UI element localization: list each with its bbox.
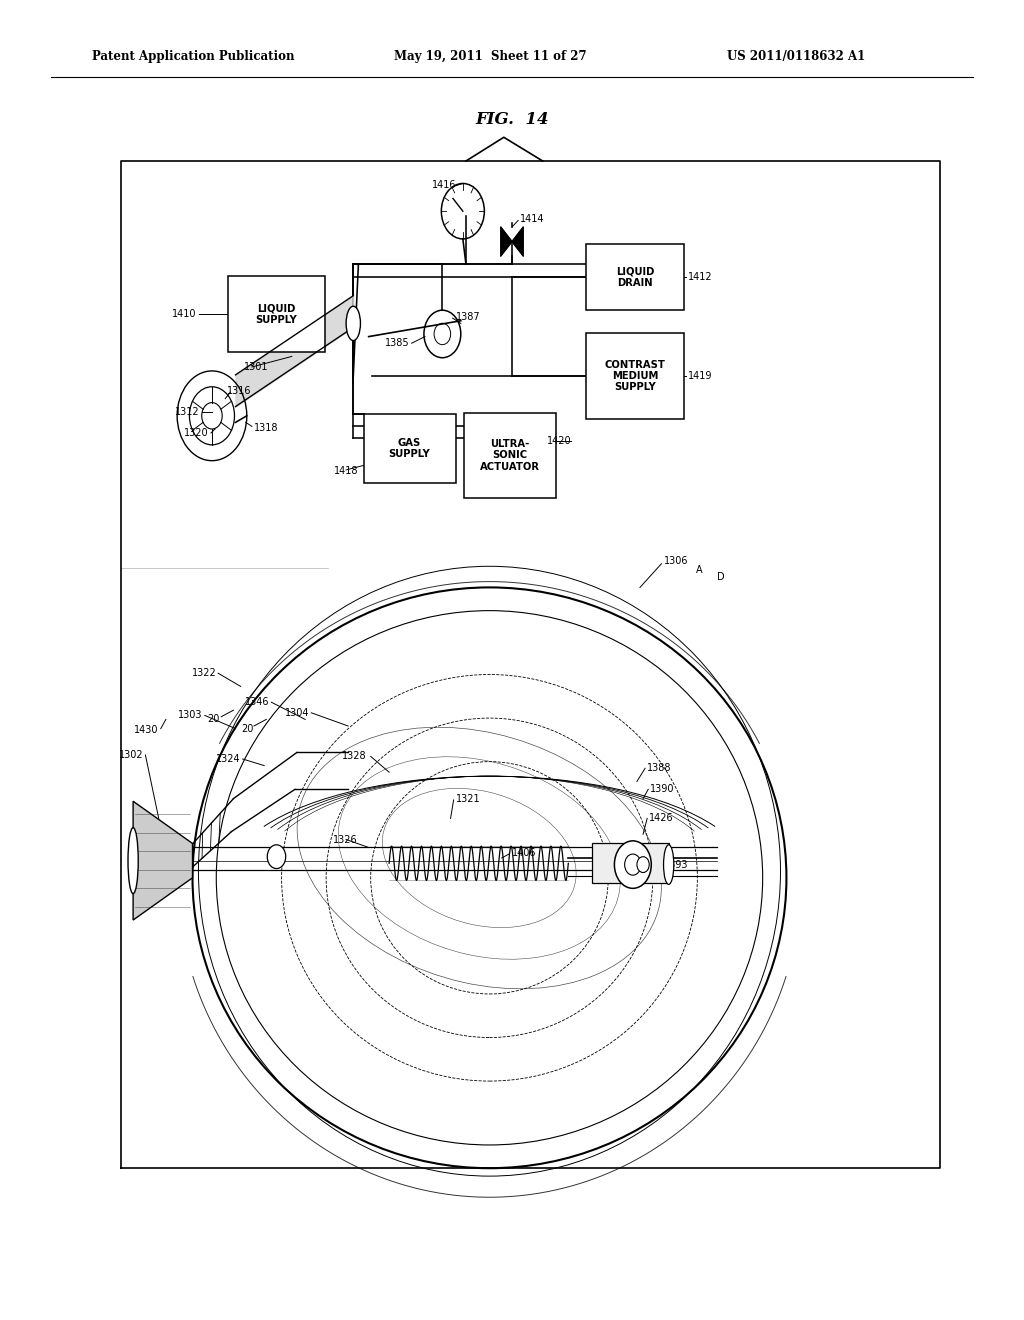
Text: 1420: 1420 <box>547 436 571 446</box>
Polygon shape <box>501 227 512 256</box>
Text: 1318: 1318 <box>254 422 279 433</box>
Text: 1430: 1430 <box>134 725 159 735</box>
Text: 1426: 1426 <box>649 813 674 824</box>
Text: 1324: 1324 <box>216 754 241 764</box>
FancyBboxPatch shape <box>464 412 556 498</box>
Text: 1316: 1316 <box>227 385 252 396</box>
Text: 1385: 1385 <box>385 338 410 348</box>
Text: 1412: 1412 <box>688 272 713 282</box>
Text: 1326: 1326 <box>333 834 357 845</box>
Text: 20: 20 <box>242 723 254 734</box>
Polygon shape <box>512 227 523 256</box>
Text: 20: 20 <box>207 714 219 725</box>
Text: May 19, 2011  Sheet 11 of 27: May 19, 2011 Sheet 11 of 27 <box>394 50 587 63</box>
Text: 1416: 1416 <box>432 180 457 190</box>
Text: A: A <box>696 565 702 576</box>
Text: 1388: 1388 <box>647 763 672 774</box>
Text: 1392: 1392 <box>625 846 649 857</box>
Ellipse shape <box>664 845 674 884</box>
Text: 1306: 1306 <box>664 556 688 566</box>
Text: 1304: 1304 <box>285 708 309 718</box>
Text: US 2011/0118632 A1: US 2011/0118632 A1 <box>727 50 865 63</box>
Text: 1302: 1302 <box>119 750 143 760</box>
Text: GAS
SUPPLY: GAS SUPPLY <box>389 438 430 459</box>
FancyBboxPatch shape <box>586 333 684 420</box>
Polygon shape <box>592 843 669 883</box>
Circle shape <box>267 845 286 869</box>
Text: ULTRA-
SONIC
ACTUATOR: ULTRA- SONIC ACTUATOR <box>480 440 540 471</box>
Ellipse shape <box>128 828 138 894</box>
Text: 1328: 1328 <box>342 751 367 762</box>
Text: 1303: 1303 <box>178 710 203 721</box>
Circle shape <box>637 857 649 873</box>
Text: 1414: 1414 <box>520 214 545 224</box>
Text: 1419: 1419 <box>688 371 713 381</box>
Text: 1322: 1322 <box>193 668 217 678</box>
FancyBboxPatch shape <box>228 276 326 352</box>
Text: 1320: 1320 <box>184 428 209 438</box>
Text: Patent Application Publication: Patent Application Publication <box>92 50 295 63</box>
FancyBboxPatch shape <box>586 244 684 310</box>
Text: 1321: 1321 <box>456 793 480 804</box>
Text: 1346: 1346 <box>245 697 269 708</box>
Ellipse shape <box>346 306 360 341</box>
Text: 1406: 1406 <box>512 847 537 858</box>
Polygon shape <box>133 801 193 920</box>
Text: 1312: 1312 <box>175 407 200 417</box>
Text: CONTRAST
MEDIUM
SUPPLY: CONTRAST MEDIUM SUPPLY <box>604 360 666 392</box>
Text: 1390: 1390 <box>650 784 675 795</box>
FancyBboxPatch shape <box>364 414 456 483</box>
Text: LIQUID
DRAIN: LIQUID DRAIN <box>615 267 654 288</box>
Text: 1301: 1301 <box>244 362 268 372</box>
Text: FIG.  14: FIG. 14 <box>475 111 549 128</box>
Text: D: D <box>717 572 724 582</box>
Circle shape <box>614 841 651 888</box>
Text: 1393: 1393 <box>664 859 688 870</box>
Text: 1410: 1410 <box>172 309 197 319</box>
Text: 1387: 1387 <box>456 312 480 322</box>
Text: LIQUID
SUPPLY: LIQUID SUPPLY <box>256 304 297 325</box>
Text: 1418: 1418 <box>334 466 358 477</box>
